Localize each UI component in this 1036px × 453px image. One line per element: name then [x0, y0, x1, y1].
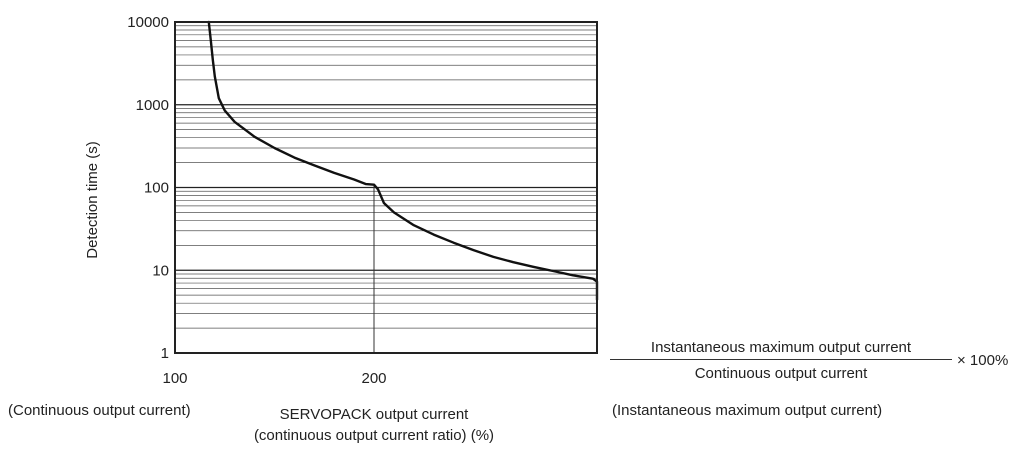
y-tick-label: 1000 [136, 97, 169, 114]
y-axis-title: Detection time (s) [84, 141, 101, 259]
x-axis-title-line2: (continuous output current ratio) (%) [253, 427, 495, 444]
y-tick-label: 1 [161, 345, 169, 362]
left-note: (Continuous output current) [8, 402, 191, 419]
plot-frame [174, 21, 598, 354]
x-tick-label: 100 [162, 370, 187, 387]
fraction-numerator: Instantaneous maximum output current [610, 339, 952, 360]
x-tick-label: 200 [361, 370, 386, 387]
overload-curve [207, 20, 599, 301]
fraction-denominator: Continuous output current [694, 365, 868, 382]
x-axis-title-line1: SERVOPACK output current [279, 406, 469, 423]
y-tick-label: 10000 [127, 14, 169, 31]
ratio-fraction: Instantaneous maximum output current Con… [610, 339, 952, 382]
multiplier-text: × 100% [957, 352, 1009, 369]
x-axis-title: SERVOPACK output current (continuous out… [232, 404, 516, 446]
curve-layer [207, 20, 599, 301]
y-tick-label: 100 [144, 180, 169, 197]
y-tick-labels: 1 10 100 1000 10000 [127, 14, 169, 362]
right-note: (Instantaneous maximum output current) [612, 402, 883, 419]
y-tick-label: 10 [152, 262, 169, 279]
x-tick-labels: 100 200 [162, 370, 386, 387]
grid-lines [175, 25, 597, 329]
